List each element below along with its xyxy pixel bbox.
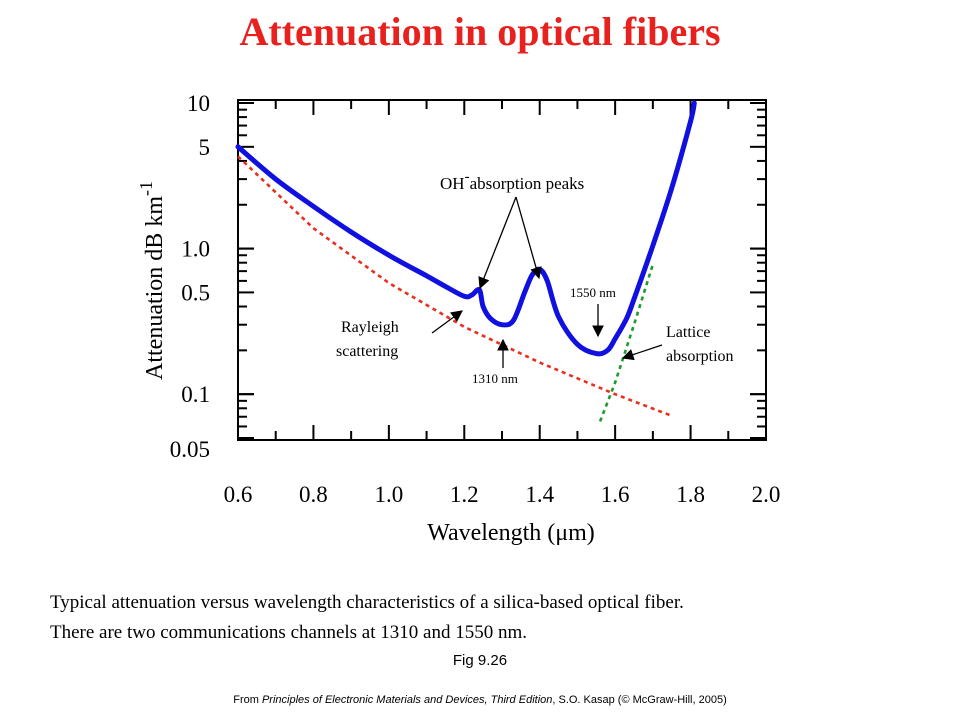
rayleigh-label-line2: scattering bbox=[336, 343, 398, 360]
x-tick-label: 1.6 bbox=[601, 482, 630, 507]
oh-annotation: OH-absorption peaks bbox=[440, 169, 584, 193]
oh-text: absorption peaks bbox=[470, 174, 585, 193]
caption-line-1: Typical attenuation versus wavelength ch… bbox=[50, 592, 684, 613]
annotation-1310nm: 1310 nm bbox=[472, 371, 518, 386]
caption-line-2: There are two communications channels at… bbox=[50, 622, 527, 643]
y-axis-label-superscript: -1 bbox=[136, 181, 156, 196]
y-tick-label: 10 bbox=[187, 91, 210, 116]
rayleigh-label-line1: Rayleigh bbox=[341, 319, 399, 336]
y-tick-label: 5 bbox=[199, 135, 211, 160]
x-tick-label: 2.0 bbox=[752, 482, 781, 507]
source-suffix: , S.O. Kasap (© McGraw-Hill, 2005) bbox=[552, 694, 727, 706]
oh-superscript: - bbox=[465, 169, 470, 185]
oh-label: OH bbox=[440, 174, 465, 193]
source-book-title: Principles of Electronic Materials and D… bbox=[261, 694, 553, 706]
x-axis-label: Wavelength (μm) bbox=[427, 520, 595, 546]
x-tick-label: 0.6 bbox=[224, 482, 253, 507]
x-tick-labels: 0.6 0.8 1.0 1.2 1.4 1.6 1.8 2.0 bbox=[224, 482, 781, 507]
lattice-label-line2: absorption bbox=[666, 348, 734, 365]
source-prefix: From bbox=[233, 694, 262, 706]
series-line-rayleigh bbox=[237, 155, 673, 418]
annotation-1550nm: 1550 nm bbox=[570, 285, 616, 300]
figure-label: Fig 9.26 bbox=[452, 652, 508, 669]
oh-arrow-2 bbox=[515, 196, 542, 280]
y-tick-label: 0.1 bbox=[181, 382, 210, 407]
x-tick-label: 1.4 bbox=[525, 482, 554, 507]
y-axis-label-text: Attenuation dB km bbox=[142, 196, 168, 380]
y-tick-label: 1.0 bbox=[181, 237, 210, 262]
page-title: Attenuation in optical fibers bbox=[239, 9, 721, 54]
rayleigh-arrow bbox=[431, 310, 463, 334]
y-tick-labels: 0.05 0.1 0.5 1.0 5 10 bbox=[170, 91, 210, 462]
x-tick-label: 1.8 bbox=[676, 482, 705, 507]
source-citation: From Principles of Electronic Materials … bbox=[0, 694, 960, 706]
x-tick-label: 1.2 bbox=[450, 482, 479, 507]
lattice-arrow bbox=[621, 344, 663, 361]
x-tick-label: 1.0 bbox=[374, 482, 403, 507]
series-line-measured bbox=[235, 100, 697, 357]
minor-ticks bbox=[237, 100, 767, 440]
lattice-label-line1: Lattice bbox=[666, 324, 710, 341]
y-tick-label: 0.5 bbox=[181, 280, 210, 305]
oh-arrow-1 bbox=[478, 196, 517, 290]
series-layer bbox=[235, 100, 697, 422]
annotations: OH-absorption peaks 1550 nm 1310 nm Rayl… bbox=[336, 169, 734, 386]
plot-frame bbox=[237, 99, 767, 441]
y-tick-label: 0.05 bbox=[170, 437, 210, 462]
x-tick-label: 0.8 bbox=[299, 482, 328, 507]
y-axis-label: Attenuation dB km-1 bbox=[136, 181, 168, 380]
